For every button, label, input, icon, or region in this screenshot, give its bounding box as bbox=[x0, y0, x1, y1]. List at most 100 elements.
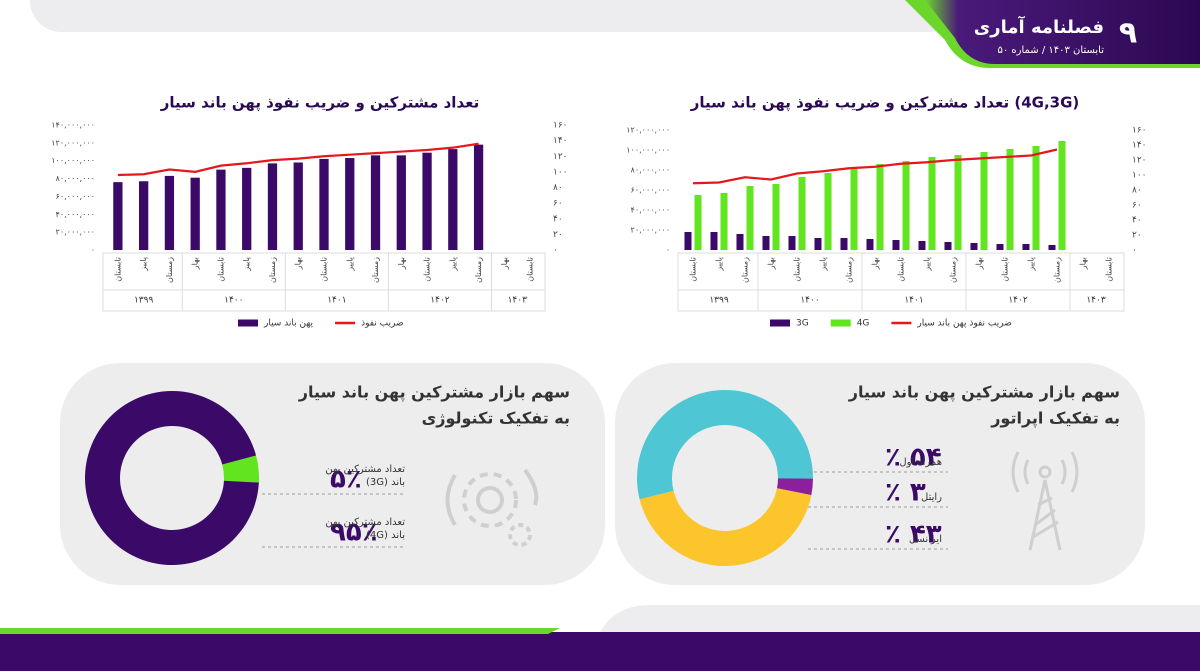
panel-title: به تفکیک اپراتور bbox=[990, 409, 1120, 429]
bar bbox=[980, 152, 988, 250]
x-tick-label: بهار bbox=[500, 257, 509, 270]
bar bbox=[139, 181, 149, 250]
chart-title: تعداد مشترکین و ضریب نفوذ پهن باند سیار bbox=[160, 94, 479, 113]
bar bbox=[814, 238, 822, 250]
bar bbox=[902, 161, 910, 250]
x-tick-label: زمستان bbox=[371, 257, 380, 283]
bar bbox=[164, 175, 175, 250]
bar bbox=[113, 182, 123, 250]
x-tick-label: زمستان bbox=[741, 257, 750, 283]
gear-icon bbox=[445, 468, 539, 547]
bar bbox=[345, 158, 355, 250]
legend-swatch bbox=[238, 319, 258, 327]
y2-tick-label: ۲۰ bbox=[553, 230, 563, 240]
bar bbox=[944, 242, 952, 250]
bar bbox=[710, 232, 718, 250]
x-tick-label: تابستان bbox=[689, 257, 698, 282]
bar bbox=[1058, 141, 1066, 250]
x-tick-label: تابستان bbox=[216, 257, 225, 282]
bar bbox=[267, 163, 278, 250]
x-tick-label: پاییز bbox=[715, 257, 724, 272]
y-tick-label: ۴۰,۰۰۰,۰۰۰ bbox=[56, 210, 95, 219]
top-band bbox=[30, 0, 960, 32]
category-label: همراه اول bbox=[899, 457, 942, 468]
header-title: فصلنامه آماری bbox=[974, 15, 1104, 38]
y2-tick-label: ۸۰ bbox=[1132, 186, 1142, 196]
antenna-icon bbox=[1011, 451, 1079, 551]
bar bbox=[473, 144, 484, 250]
panel-title: به تفکیک تکنولوژی bbox=[422, 409, 570, 428]
y2-tick-label: ۱۲۰ bbox=[553, 152, 568, 162]
category-box bbox=[677, 252, 1125, 312]
y-tick-label: ۱۰۰,۰۰۰,۰۰۰ bbox=[626, 146, 670, 155]
category-box bbox=[102, 252, 546, 312]
y2-tick-label: ۶۰ bbox=[553, 199, 563, 209]
bar bbox=[970, 243, 978, 250]
chart-title: تعداد مشترکین و ضریب نفوذ پهن باند سیار … bbox=[690, 94, 1080, 113]
y-tick-label: ۰ bbox=[91, 246, 95, 255]
x-tick-label: زمستان bbox=[474, 257, 483, 283]
group-label: ۱۴۰۲ bbox=[430, 296, 450, 306]
bar bbox=[1006, 149, 1014, 250]
legend-label: ضریب نفوذ پهن باند سیار bbox=[916, 319, 1011, 329]
legend-label: 4G bbox=[857, 319, 870, 329]
y-tick-label: ۲۰,۰۰۰,۰۰۰ bbox=[631, 226, 670, 235]
bar bbox=[319, 158, 329, 250]
x-tick-label: بهار bbox=[1079, 257, 1088, 270]
bar bbox=[866, 239, 874, 250]
bar bbox=[1048, 245, 1056, 250]
x-tick-label: بهار bbox=[191, 257, 200, 270]
category-label: ایرانسل bbox=[909, 534, 942, 545]
bar bbox=[798, 177, 806, 250]
x-tick-label: پاییز bbox=[242, 257, 251, 272]
y2-tick-label: ۸۰ bbox=[553, 183, 563, 193]
legend-label: ضریب نفوذ bbox=[361, 319, 404, 329]
panel-title: سهم بازار مشترکین پهن باند سیار bbox=[848, 383, 1120, 403]
donut-segment bbox=[639, 488, 812, 566]
group-label: ۱۴۰۱ bbox=[904, 296, 923, 306]
header-subtitle: تابستان ۱۴۰۳ / شماره ۵۰ bbox=[997, 45, 1104, 56]
bar bbox=[720, 193, 728, 250]
x-tick-label: پاییز bbox=[448, 257, 457, 272]
category-label: رایتل bbox=[921, 492, 942, 503]
y-tick-label: ۸۰,۰۰۰,۰۰۰ bbox=[631, 166, 670, 175]
group-label: ۱۴۰۳ bbox=[1086, 296, 1106, 306]
group-label: ۱۴۰۰ bbox=[800, 296, 819, 306]
y2-tick-label: ۱۶۰ bbox=[1132, 126, 1147, 136]
value-label: ۵۴ ٪ bbox=[885, 443, 942, 473]
bar bbox=[918, 241, 926, 250]
legend-swatch bbox=[830, 319, 851, 327]
bar bbox=[996, 244, 1004, 250]
bar bbox=[396, 155, 406, 250]
y-tick-label: ۱۰۰,۰۰۰,۰۰۰ bbox=[51, 156, 95, 165]
bar bbox=[762, 236, 770, 250]
y2-tick-label: ۱۰۰ bbox=[1132, 171, 1147, 181]
bar bbox=[1032, 146, 1040, 250]
x-tick-label: بهار bbox=[294, 257, 303, 270]
y2-tick-label: ۲۰ bbox=[1132, 231, 1142, 241]
bar bbox=[928, 157, 936, 250]
bar bbox=[242, 167, 252, 250]
x-tick-label: پاییز bbox=[1027, 257, 1036, 272]
bottom-band-light bbox=[600, 605, 1200, 632]
bar bbox=[216, 169, 226, 250]
group-label: ۱۴۰۰ bbox=[224, 296, 243, 306]
x-tick-label: تابستان bbox=[320, 257, 329, 282]
group-label: ۱۴۰۳ bbox=[508, 296, 528, 306]
bottom-accent bbox=[0, 628, 560, 634]
y2-tick-label: ۱۰۰ bbox=[553, 167, 568, 177]
value-label: ۴۳ ٪ bbox=[885, 520, 942, 550]
x-tick-label: پاییز bbox=[819, 257, 828, 272]
line bbox=[117, 142, 479, 177]
x-tick-label: زمستان bbox=[1053, 257, 1062, 283]
bar bbox=[448, 149, 458, 250]
x-tick-label: زمستان bbox=[165, 257, 174, 283]
x-tick-label: پاییز bbox=[345, 257, 354, 272]
donut-segment bbox=[637, 390, 813, 500]
group-label: ۱۳۹۹ bbox=[709, 296, 729, 306]
y2-tick-label: ۱۶۰ bbox=[553, 121, 568, 131]
y-tick-label: ۰ bbox=[666, 246, 670, 255]
bar bbox=[293, 162, 303, 250]
bar bbox=[876, 164, 884, 250]
